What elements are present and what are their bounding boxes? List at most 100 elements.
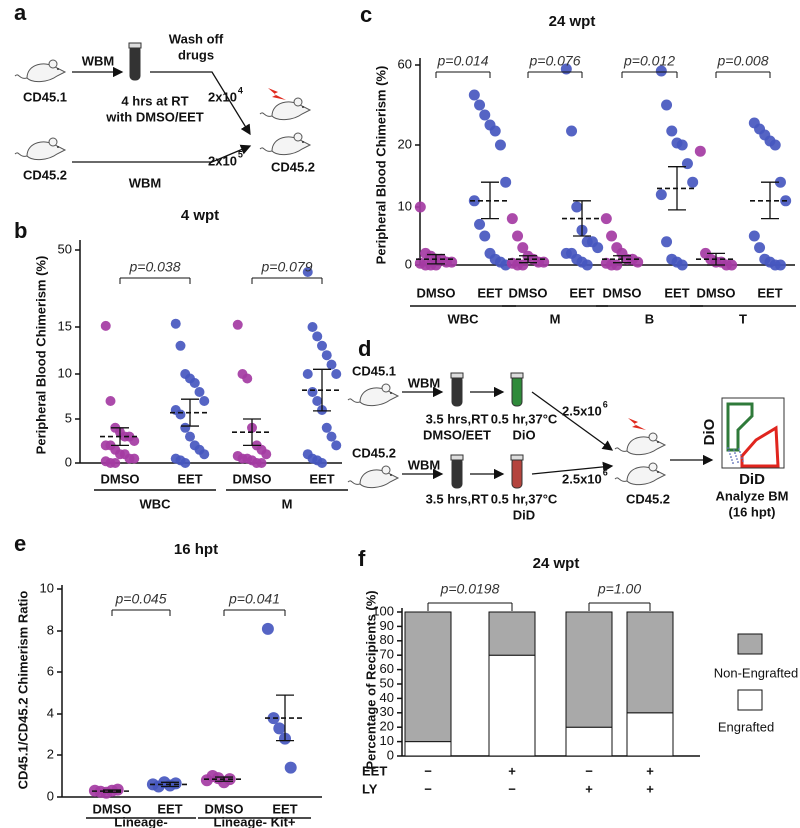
label: WBM: [408, 375, 441, 390]
data-point: [468, 89, 480, 101]
label: CD45.1: [352, 363, 396, 378]
data-point: [538, 256, 550, 268]
data-point: [655, 189, 667, 201]
mouse-tail: [347, 398, 361, 403]
label: CD45.2: [23, 167, 67, 182]
label: DMSO: [697, 285, 736, 300]
label: LY: [362, 781, 378, 796]
mouse-body: [271, 101, 312, 121]
error-bar: [215, 776, 233, 782]
label: +: [585, 781, 593, 796]
y-tick-label: 0: [405, 256, 412, 271]
label: p=0.045: [115, 591, 167, 607]
label: DMSO: [93, 801, 132, 816]
data-point: [681, 158, 693, 170]
data-point: [611, 259, 623, 271]
label: DMSO: [101, 471, 140, 486]
arrow: [531, 461, 614, 475]
mouse-icon: [347, 383, 400, 407]
data-point: [571, 201, 583, 213]
data-point: [261, 449, 272, 460]
label: +: [646, 781, 654, 796]
mouse-eye: [390, 392, 392, 394]
irradiation-icon: [268, 88, 286, 100]
mouse-ear: [293, 97, 303, 107]
y-tick-label: 0: [387, 747, 394, 762]
mouse-icon: [347, 465, 400, 489]
data-point: [180, 458, 191, 468]
mouse-tail: [347, 480, 361, 485]
mouse-tail: [14, 152, 28, 157]
mouse-icon: [14, 137, 67, 161]
label: DMSO: [417, 285, 456, 300]
error-bar: [761, 181, 779, 220]
data-point: [232, 319, 243, 330]
label: DMSO: [233, 471, 272, 486]
y-tick-label: 30: [380, 704, 394, 719]
error-bar: [481, 181, 499, 220]
data-point: [500, 176, 512, 188]
bar-segment: [626, 712, 674, 757]
data-point: [273, 722, 286, 735]
flow-event: [734, 452, 736, 454]
flow-event: [740, 454, 742, 456]
y-tick-label: 2: [47, 746, 54, 761]
label: p=0.014: [437, 53, 489, 69]
label: DiD: [739, 471, 765, 488]
data-point: [199, 449, 210, 460]
label: EET: [362, 763, 387, 778]
label: WBM: [82, 53, 115, 68]
mouse-eye: [57, 146, 59, 148]
label: WBC: [447, 311, 479, 326]
y-tick-label: 10: [40, 580, 54, 595]
mouse-eye: [302, 106, 304, 108]
y-tick-label: 100: [372, 603, 394, 618]
data-point: [129, 436, 140, 446]
data-point: [748, 230, 760, 242]
label: CD45.1: [23, 89, 67, 104]
tube: [129, 45, 141, 81]
data-point: [600, 213, 612, 225]
label: −: [585, 763, 593, 778]
mouse-body: [26, 63, 67, 83]
mouse-ear: [48, 59, 58, 69]
data-point: [307, 322, 318, 332]
data-point: [312, 396, 323, 406]
label: EET: [477, 285, 502, 300]
dose-exponent: 6: [603, 467, 608, 477]
data-point: [170, 318, 181, 329]
label: WBC: [139, 496, 171, 511]
label: 3.5 hrs,RT: [426, 411, 489, 426]
label: −: [508, 781, 516, 796]
data-point: [175, 340, 186, 351]
label: 24 wpt: [533, 555, 580, 572]
flow-event: [729, 453, 731, 455]
mouse-tail: [614, 477, 628, 482]
label: WBM: [408, 457, 441, 472]
label: Wash off: [169, 31, 224, 46]
data-point: [321, 422, 332, 433]
label: DMSO: [205, 801, 244, 816]
y-tick-label: 20: [380, 719, 394, 734]
flow-event: [728, 450, 730, 452]
data-point: [769, 139, 781, 151]
data-point: [694, 145, 706, 157]
label: 0.5 hr,37°C: [491, 411, 558, 426]
y-tick-label: 15: [58, 318, 72, 333]
data-point: [194, 387, 205, 397]
data-point: [414, 201, 426, 213]
tube: [511, 375, 523, 407]
mouse-tail: [614, 447, 628, 452]
data-point: [726, 259, 738, 271]
data-point: [129, 453, 140, 464]
flow-event: [742, 460, 744, 462]
legend-swatch: [737, 633, 763, 655]
data-point: [512, 230, 524, 242]
gate-did: [740, 425, 780, 468]
data-point: [581, 259, 593, 271]
gate-dio: [726, 402, 754, 452]
y-tick-label: 50: [380, 675, 394, 690]
label: DMSO/EET: [423, 427, 491, 442]
label: T: [739, 311, 747, 326]
bar-segment: [488, 654, 536, 757]
